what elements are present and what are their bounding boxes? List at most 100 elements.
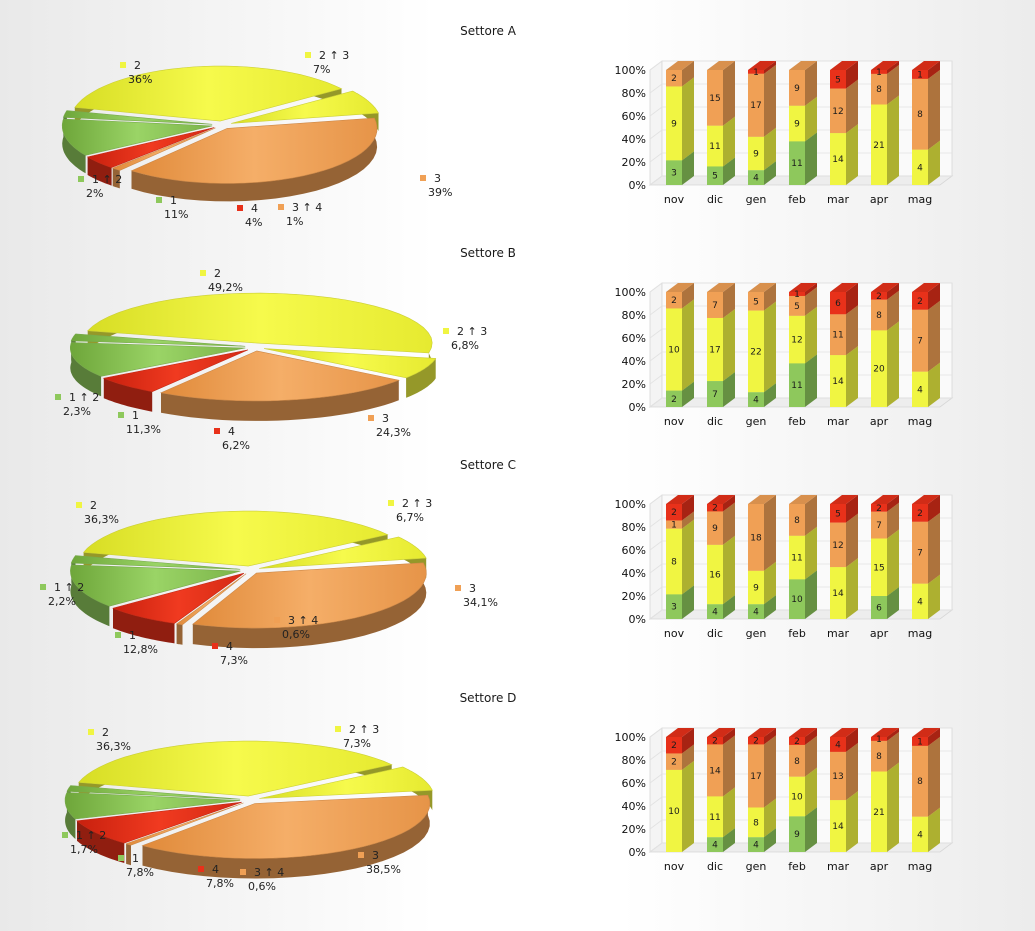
y-tick-label: 20%	[622, 378, 646, 391]
stacked-bar-chart: 0%20%40%60%80%100%392nov51115dic49171gen…	[615, 60, 954, 206]
pie-slice-side	[103, 378, 153, 412]
y-tick-label: 0%	[629, 613, 646, 626]
legend-marker	[335, 726, 341, 732]
bar-value-label: 3	[671, 169, 677, 179]
bar-value-label: 4	[753, 841, 759, 851]
bar-value-label: 1	[876, 68, 882, 78]
bar-segment-side	[805, 807, 817, 852]
bar-segment-top	[912, 283, 940, 292]
legend-marker	[358, 852, 364, 858]
bar-segment-top	[871, 728, 899, 737]
bar-value-label: 12	[832, 541, 843, 551]
bar-value-label: 5	[753, 297, 759, 307]
bar-value-label: 1	[917, 737, 923, 747]
bar-segment-front	[830, 800, 846, 852]
bar-segment-front	[871, 104, 887, 185]
bar-value-label: 2	[917, 297, 923, 307]
bar-segment-top	[871, 283, 899, 292]
bar-value-label: 11	[709, 142, 720, 152]
bar-segment-front	[789, 744, 805, 777]
bar-segment-front	[830, 567, 846, 619]
x-category-label: dic	[707, 193, 723, 206]
y-tick-label: 60%	[622, 544, 646, 557]
bar-segment-side	[846, 346, 858, 407]
bar-segment-side	[846, 513, 858, 568]
slice-percent: 34,1%	[463, 596, 498, 609]
bar-value-label: 4	[835, 740, 841, 750]
legend-marker	[388, 500, 394, 506]
bar-segment-front	[789, 70, 805, 106]
bar-segment-side	[928, 283, 940, 310]
slice-name: 3	[434, 172, 441, 185]
y-tick-label: 100%	[615, 731, 646, 744]
bar-segment-front	[748, 744, 764, 808]
bar-segment-side	[764, 798, 776, 838]
bar-segment-top	[748, 728, 776, 737]
bar-segment-front	[871, 538, 887, 596]
chart-side-wall	[649, 60, 663, 186]
bar-segment-side	[764, 127, 776, 171]
bar-value-label: 13	[832, 772, 843, 782]
bar-value-label: 11	[791, 554, 802, 564]
bar-segment-front	[748, 73, 764, 137]
bar-value-label: 8	[794, 516, 800, 526]
legend-marker	[278, 204, 284, 210]
stacked-bar-chart: 0%20%40%60%80%100%3812nov41692dic4918gen…	[615, 494, 954, 640]
sector-title: Settore D	[460, 691, 517, 705]
bar-segment-front	[707, 504, 723, 512]
y-tick-label: 0%	[629, 179, 646, 192]
bar-segment-side	[928, 574, 940, 619]
bar-segment-front	[707, 837, 723, 852]
pie-chart: 236% 2 ↑ 37% 339% 3 ↑ 41% 44% 111% 1 ↑ 22%	[61, 49, 452, 229]
pie-slice-side	[70, 564, 110, 627]
bar-value-label: 8	[917, 777, 923, 787]
gridline	[649, 152, 663, 163]
bar-value-label: 10	[668, 346, 680, 356]
bar-segment-top	[666, 61, 694, 70]
bar-segment-side	[723, 595, 735, 619]
bar-segment-side	[805, 735, 817, 777]
bar-segment-front	[789, 504, 805, 536]
bar-segment-top	[830, 61, 858, 70]
bar-segment-side	[846, 558, 858, 619]
gridline	[649, 796, 663, 807]
bar-segment-front	[871, 70, 887, 74]
slice-percent: 1%	[286, 215, 303, 228]
sector-title: Settore B	[460, 246, 516, 260]
pie-chart: 249,2% 2 ↑ 36,8% 324,3% 46,2% 111,3% 1 ↑ 22,3…	[55, 267, 487, 452]
pie-slice-side	[176, 623, 183, 645]
pie-slice	[259, 536, 427, 569]
y-tick-label: 80%	[622, 521, 646, 534]
bar-value-label: 7	[876, 521, 882, 531]
bar-segment-side	[928, 362, 940, 407]
legend-marker	[455, 585, 461, 591]
gridline	[649, 842, 663, 853]
bar-segment-front	[707, 292, 723, 318]
x-category-label: gen	[746, 627, 767, 640]
x-category-label: gen	[746, 193, 767, 206]
bar-segment-top	[830, 495, 858, 504]
gridline	[649, 773, 663, 784]
slice-percent: 1,7%	[70, 843, 98, 856]
bar-segment-front	[748, 737, 764, 745]
bar-segment-front	[871, 771, 887, 852]
bar-value-label: 9	[753, 583, 759, 593]
legend-marker	[305, 52, 311, 58]
slice-name: 2 ↑ 3	[457, 325, 487, 338]
bar-segment-front	[748, 170, 764, 185]
bar-segment-side	[764, 828, 776, 852]
x-category-label: mar	[827, 860, 849, 873]
legend-marker	[237, 205, 243, 211]
slice-percent: 4%	[245, 216, 262, 229]
bar-segment-top	[789, 61, 817, 70]
bar-segment-side	[846, 791, 858, 852]
slice-percent: 2,3%	[63, 405, 91, 418]
bar-value-label: 9	[794, 120, 800, 130]
bar-value-label: 2	[671, 74, 677, 84]
bar-value-label: 5	[712, 172, 718, 182]
sector-title: Settore C	[460, 458, 516, 472]
bar-segment-front	[748, 310, 764, 393]
bar-segment-front	[707, 166, 723, 185]
x-category-label: mar	[827, 627, 849, 640]
y-tick-label: 0%	[629, 846, 646, 859]
